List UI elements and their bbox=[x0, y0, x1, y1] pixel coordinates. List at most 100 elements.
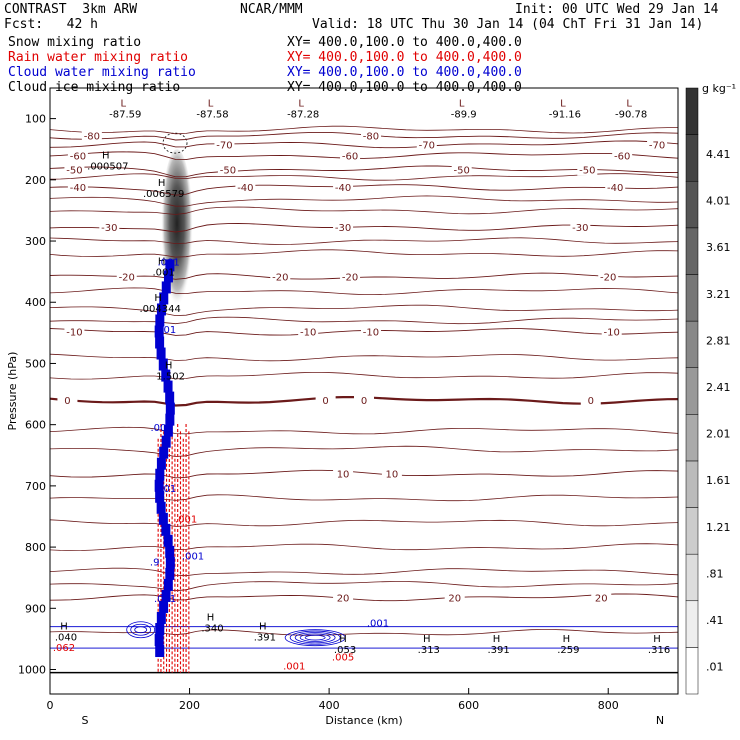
cloud-water-contour bbox=[126, 621, 156, 639]
isotherm-label-bg bbox=[416, 138, 437, 151]
isotherm-label: 0 bbox=[322, 396, 328, 407]
colorbar-label: .81 bbox=[706, 567, 724, 580]
isotherm-label-bg bbox=[601, 325, 622, 338]
isotherm-label: -30 bbox=[335, 223, 351, 234]
isotherm-line bbox=[50, 543, 678, 552]
isotherm-line bbox=[50, 581, 678, 592]
isotherm-label-bg bbox=[99, 220, 120, 233]
extremum-marker: L bbox=[298, 98, 304, 109]
cloud-water-contour bbox=[289, 630, 341, 645]
isotherm-line bbox=[50, 426, 678, 435]
extremum-marker: H bbox=[207, 613, 215, 624]
cloud-water-core bbox=[163, 578, 173, 591]
cloud-water-core bbox=[156, 611, 166, 624]
extremum-marker: H bbox=[653, 634, 661, 645]
isotherm-line bbox=[50, 287, 678, 295]
cloud-water-contour bbox=[130, 623, 152, 636]
isotherm-label-bg bbox=[235, 181, 256, 194]
extremum-marker: L bbox=[120, 98, 126, 109]
cloud-water-core bbox=[163, 380, 173, 393]
isotherm-label: -50 bbox=[220, 165, 236, 176]
isotherm--70 bbox=[50, 140, 678, 149]
isotherm-label: -20 bbox=[600, 273, 616, 284]
cloud-water-core bbox=[165, 391, 175, 404]
y-tick-label: 400 bbox=[25, 296, 46, 309]
extremum-value: .000507 bbox=[87, 161, 128, 172]
isotherm-label: -80 bbox=[84, 132, 100, 143]
isotherm-label: -30 bbox=[101, 223, 117, 234]
isotherm--20 bbox=[50, 272, 678, 280]
cloud-water-core bbox=[163, 534, 173, 547]
cloud-water-contour bbox=[299, 633, 331, 642]
isotherm-label-bg bbox=[580, 394, 601, 407]
isotherm-label: -20 bbox=[342, 273, 358, 284]
colorbar-label: 1.21 bbox=[706, 521, 731, 534]
extremum-value: .053 bbox=[334, 645, 356, 656]
cloud-water-core bbox=[155, 645, 165, 658]
contour-annotation: .001 bbox=[154, 484, 176, 495]
isotherm-label: -50 bbox=[454, 165, 470, 176]
isotherm-label: -10 bbox=[363, 328, 379, 339]
extremum-value: 1.502 bbox=[156, 371, 185, 382]
isotherm-label-bg bbox=[333, 220, 354, 233]
cloud-water-core bbox=[155, 314, 165, 327]
isotherm-label-bg bbox=[451, 163, 472, 176]
isotherm--40 bbox=[50, 184, 678, 196]
contour-annotation: .062 bbox=[53, 643, 75, 654]
isotherm-label-bg bbox=[381, 467, 402, 480]
cloud-water-core bbox=[159, 446, 169, 459]
isotherm-label-bg bbox=[354, 394, 374, 407]
colorbar-segment bbox=[685, 460, 699, 508]
isotherm-label: 10 bbox=[337, 470, 350, 481]
colorbar-label: .41 bbox=[706, 614, 724, 627]
cloud-water-core bbox=[165, 556, 175, 569]
colorbar-label: 2.81 bbox=[706, 334, 731, 347]
field-name-cloud-water: Cloud water mixing ratio bbox=[8, 65, 196, 80]
cloud-water-core bbox=[163, 270, 173, 283]
isotherm-label-bg bbox=[340, 149, 361, 162]
isotherm-label: -40 bbox=[70, 183, 86, 194]
isotherm-label-bg bbox=[315, 394, 336, 407]
isotherm-line bbox=[50, 494, 678, 502]
isotherm-line bbox=[50, 629, 678, 636]
colorbar-label: 3.61 bbox=[706, 241, 731, 254]
extremum-marker: H bbox=[158, 178, 166, 189]
colorbar-segment bbox=[685, 414, 699, 462]
contour-annotation: .001 bbox=[154, 594, 176, 605]
cloud-water-core bbox=[163, 424, 173, 437]
extremum-marker: H bbox=[154, 293, 162, 304]
contour-annotation: .001 bbox=[175, 515, 197, 526]
x-tick-label: 400 bbox=[319, 699, 340, 712]
extremum-marker: H bbox=[60, 622, 68, 633]
isotherm-label: -10 bbox=[604, 328, 620, 339]
extremum-value: .340 bbox=[201, 624, 223, 635]
isotherm-line bbox=[50, 206, 678, 215]
isotherm-label: -30 bbox=[572, 223, 588, 234]
isotherm-label-bg bbox=[591, 591, 612, 604]
extremum-value: .259 bbox=[557, 645, 579, 656]
contour-annotation: .9 bbox=[150, 557, 160, 568]
isotherm-line bbox=[50, 316, 678, 325]
x-tick-label: 600 bbox=[458, 699, 479, 712]
cloud-water-core bbox=[161, 435, 171, 448]
cloud-water-core bbox=[154, 634, 164, 647]
cloud-water-core bbox=[161, 523, 171, 536]
cloud-water-core bbox=[159, 600, 169, 613]
colorbar-segment bbox=[685, 87, 699, 135]
isotherm-label-bg bbox=[64, 325, 85, 338]
extremum-value: .001 bbox=[153, 267, 175, 278]
cloud-water-core bbox=[155, 490, 165, 503]
isotherm-label-bg bbox=[444, 591, 465, 604]
isotherm-label-bg bbox=[217, 163, 238, 176]
isotherm-label: -20 bbox=[272, 273, 288, 284]
y-tick-label: 600 bbox=[25, 419, 46, 432]
isotherm-label: -50 bbox=[66, 165, 82, 176]
colorbar-segment bbox=[685, 274, 699, 322]
colorbar-segment bbox=[685, 180, 699, 229]
cloud-water-core bbox=[165, 545, 175, 558]
fcst-label: Fcst: 42 h bbox=[4, 17, 98, 32]
init-label: Init: 00 UTC Wed 29 Jan 14 bbox=[515, 2, 719, 17]
isotherm-label-bg bbox=[598, 270, 619, 283]
colorbar-label: 2.41 bbox=[706, 381, 731, 394]
y-tick-label: 200 bbox=[25, 174, 46, 187]
